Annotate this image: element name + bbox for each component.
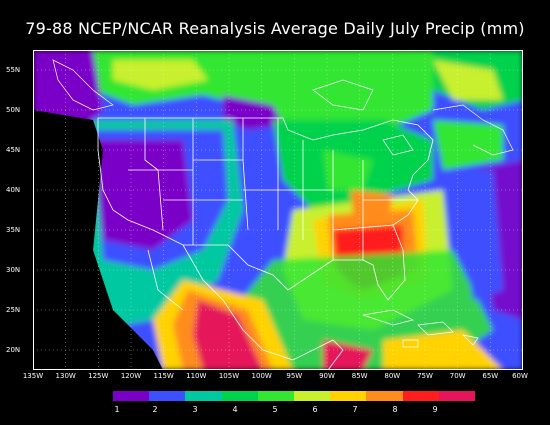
lat-label: 50N [6,106,21,114]
colorbar-swatch [438,391,476,401]
colorbar-swatch [149,391,186,401]
lat-label: 45N [6,146,21,154]
map-border [33,50,523,370]
caribbean-islands [362,309,479,348]
lon-label: 60W [512,372,528,380]
lon-label: 70W [449,372,466,380]
lat-label: 35N [6,226,21,234]
lon-label: 65W [482,372,499,380]
lon-label: 115W [153,372,174,380]
lon-label: 100W [251,372,272,380]
lon-label: 120W [120,372,142,380]
lon-label: 110W [186,372,207,380]
colorbar-label: 4 [232,405,238,414]
state-boundaries [97,117,434,301]
lon-label: 135W [22,372,44,380]
precip-field [33,50,523,370]
lon-label: 95W [286,372,303,380]
precip-map [33,50,523,370]
colorbar-swatch [366,391,403,401]
lat-lon-grid [33,50,523,370]
lat-label: 25N [6,306,21,314]
colorbar [113,391,476,401]
lon-label: 85W [351,372,368,380]
lon-label: 90W [319,372,335,380]
colorbar-swatch [402,391,439,401]
colorbar-swatch [257,391,295,401]
colorbar-label: 1 [114,405,120,414]
colorbar-swatch [330,391,367,401]
lon-label: 105W [218,372,240,380]
lat-label: 30N [6,266,21,274]
colorbar-label: 6 [312,405,318,414]
lat-label: 40N [6,186,21,194]
lat-label: 20N [6,346,21,354]
colorbar-label: 2 [152,405,158,414]
lon-label: 75W [417,372,433,380]
colorbar-label: 5 [272,405,278,414]
colorbar-swatch [221,391,258,401]
colorbar-label: 3 [192,405,198,414]
lat-label: 55N [6,66,21,74]
colorbar-swatch [185,391,222,401]
lon-label: 130W [55,372,76,380]
mexico-outline [147,244,344,370]
lon-label: 80W [384,372,401,380]
colorbar-swatch [113,391,150,401]
lon-label: 125W [88,372,109,380]
map-title: 79-88 NCEP/NCAR Reanalysis Average Daily… [25,19,525,38]
colorbar-label: 9 [432,405,438,414]
colorbar-swatch [294,391,331,401]
colorbar-label: 7 [352,405,358,414]
colorbar-label: 8 [392,405,398,414]
